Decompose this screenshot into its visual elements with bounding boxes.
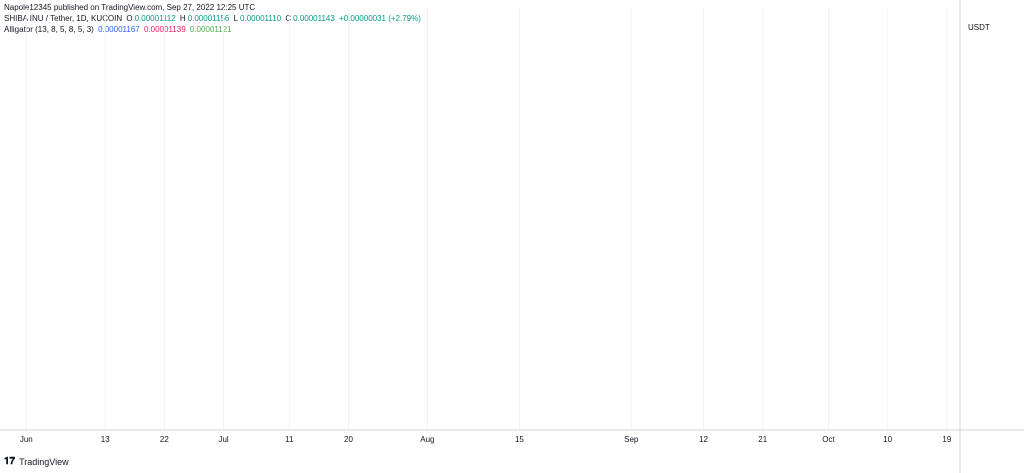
x-tick-label: 21 — [758, 435, 767, 444]
jaw-value: 0.00001167 — [98, 25, 140, 34]
alligator-info[interactable]: Alligator (13, 8, 5, 8, 5, 3) 0.00001167… — [4, 25, 234, 34]
x-tick-label: 13 — [101, 435, 110, 444]
x-tick-label: Oct — [822, 435, 835, 444]
x-tick-label: Jun — [20, 435, 33, 444]
low-label: L — [233, 14, 239, 23]
change-value: +0.00000031 (+2.79%) — [339, 14, 421, 23]
x-tick-label: 19 — [942, 435, 951, 444]
x-tick-label: Aug — [420, 435, 434, 444]
high-label: H — [179, 14, 186, 23]
symbol-info: SHIBA INU / Tether, 1D, KUCOIN O 0.000011… — [4, 14, 423, 23]
x-tick-label: 12 — [699, 435, 708, 444]
tradingview-logo[interactable]: 𝟏𝟕 TradingView — [4, 456, 69, 467]
x-tick-label: 22 — [160, 435, 169, 444]
close-label: C — [285, 14, 292, 23]
brand-name: TradingView — [19, 456, 69, 467]
x-tick-label: Jul — [218, 435, 228, 444]
x-tick-label: 11 — [285, 435, 294, 444]
x-tick-label: 20 — [344, 435, 353, 444]
x-tick-label: Sep — [624, 435, 639, 444]
symbol-name[interactable]: SHIBA INU / Tether, 1D, KUCOIN — [4, 14, 123, 23]
x-tick-label: 10 — [883, 435, 892, 444]
low-value: 0.00001110 — [240, 14, 282, 23]
close-value: 0.00001143 — [293, 14, 335, 23]
teeth-value: 0.00001139 — [143, 25, 186, 34]
currency-label: USDT — [968, 23, 990, 32]
open-label: O — [126, 14, 133, 23]
high-value: 0.00001156 — [187, 14, 230, 23]
published-info: Napole12345 published on TradingView.com… — [4, 3, 256, 12]
tradingview-logo-icon: 𝟏𝟕 — [4, 456, 16, 467]
x-tick-label: 15 — [515, 435, 524, 444]
indicator-name[interactable]: Alligator (13, 8, 5, 8, 5, 3) — [4, 25, 94, 34]
lips-value: 0.00001121 — [189, 25, 232, 34]
open-value: 0.00001112 — [134, 14, 176, 23]
